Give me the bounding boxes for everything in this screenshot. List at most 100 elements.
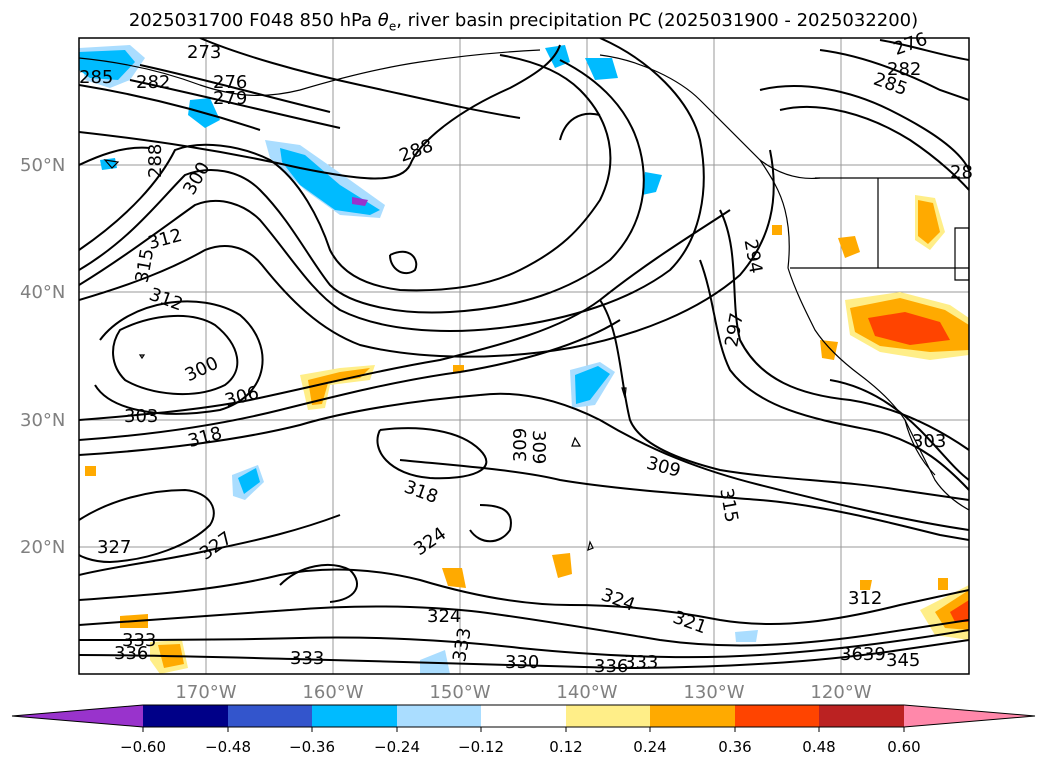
colorbar-tick-label: −0.24 [374, 738, 420, 756]
pos-area [552, 553, 572, 578]
colorbar: −0.60 −0.48 −0.36 −0.24 −0.12 0.12 0.24 … [11, 704, 1036, 756]
contour-line [79, 44, 561, 180]
contour-line [759, 85, 969, 171]
contour-line [94, 300, 264, 415]
lon-label-150w: 150°W [429, 682, 490, 703]
contour-label: 333 [290, 648, 324, 669]
colorbar-ticks [142, 727, 905, 732]
contour-label: 336 [114, 643, 148, 664]
contour-line [79, 54, 612, 292]
colorbar-min-extension [12, 705, 143, 727]
contour-line [599, 299, 969, 501]
neg-area [575, 366, 610, 404]
contour-line [79, 394, 481, 456]
alaska-coast [79, 49, 541, 97]
island [138, 354, 146, 360]
alaska-panhandle [599, 54, 821, 180]
lat-label-30n: 30°N [20, 410, 65, 431]
lon-label-130w: 130°W [683, 682, 744, 703]
contour-label: 309 [528, 430, 549, 464]
colorbar-segment [650, 705, 735, 727]
contour-line [199, 38, 521, 119]
contour-label: 312 [848, 588, 882, 609]
baja-coast [904, 419, 936, 476]
contour-label: 324 [427, 606, 461, 627]
coastlines [79, 49, 969, 551]
pos-area [453, 365, 464, 372]
contour-label: 282 [887, 59, 921, 80]
colorbar-segment [228, 705, 312, 727]
pos-area [85, 466, 96, 476]
us-west-coast [787, 267, 969, 511]
pos-area [772, 225, 782, 235]
contour-line [819, 49, 969, 101]
contour-line [879, 39, 969, 61]
contour-line [79, 38, 705, 332]
pos-area [868, 312, 950, 345]
contour-label: 3639 [840, 644, 886, 665]
contour-label: 333 [624, 652, 658, 673]
contour-label: 273 [187, 42, 221, 63]
contour-label: 276 [213, 72, 247, 93]
island [103, 159, 120, 169]
contour-line [79, 605, 969, 647]
colorbar-tick-label: 0.24 [633, 738, 666, 756]
contour-line [719, 209, 969, 451]
contour-label: 303 [124, 406, 158, 427]
island [571, 436, 582, 447]
theta-e-contours [79, 38, 969, 670]
colorbar-tick-label: −0.60 [120, 738, 166, 756]
colorbar-segment [143, 705, 228, 727]
colorbar-max-extension [904, 705, 1035, 727]
title-subscript: e [388, 19, 397, 34]
contour-line [399, 459, 969, 541]
lon-label-170w: 170°W [175, 682, 236, 703]
lon-label-140w: 140°W [556, 682, 617, 703]
contour-line [112, 315, 239, 395]
map-frame [78, 37, 970, 675]
contour-line [139, 64, 331, 113]
colorbar-segment [819, 705, 904, 727]
title-prefix: 2025031700 F048 850 hPa [128, 10, 378, 31]
contour-label: 336 [594, 656, 628, 677]
colorbar-tick-label: 0.36 [718, 738, 751, 756]
contour-label: 309 [510, 428, 531, 462]
neg-area [642, 172, 662, 195]
contour-label: 285 [79, 67, 113, 88]
colorbar-segment [735, 705, 819, 727]
pos-area [838, 236, 860, 258]
contour-line [79, 59, 645, 314]
contour-line [779, 105, 969, 191]
neg-area [585, 58, 618, 80]
contour-line [376, 427, 488, 480]
title-symbol: θ [377, 10, 389, 31]
island [621, 387, 627, 399]
contour-label: 288 [145, 144, 166, 178]
contour-label: 327 [97, 537, 131, 558]
contour-label: 279 [213, 88, 247, 109]
neg-area [79, 50, 135, 80]
contour-line [559, 112, 601, 141]
contour-line [79, 149, 775, 358]
contour-label: 345 [886, 650, 920, 671]
colorbar-segment [481, 705, 566, 727]
colorbar-tick-label: −0.12 [458, 738, 504, 756]
map-background [79, 38, 969, 674]
colorbar-segment [397, 705, 481, 727]
colorbar-tick-label: −0.48 [205, 738, 251, 756]
pos-area [860, 580, 872, 590]
contour-line [699, 259, 969, 491]
title-suffix: , river basin precipitation PC (20250319… [396, 10, 919, 31]
lat-label-40n: 40°N [20, 282, 65, 303]
neg-area [735, 630, 758, 642]
island [587, 540, 594, 551]
contour-line [79, 488, 215, 564]
lon-label-160w: 160°W [302, 682, 363, 703]
contour-label: 330 [505, 652, 539, 673]
contour-line [79, 209, 731, 421]
contour-line [79, 568, 969, 626]
lat-label-50n: 50°N [20, 155, 65, 176]
contour-line [479, 392, 969, 531]
colorbar-segment [566, 705, 650, 727]
